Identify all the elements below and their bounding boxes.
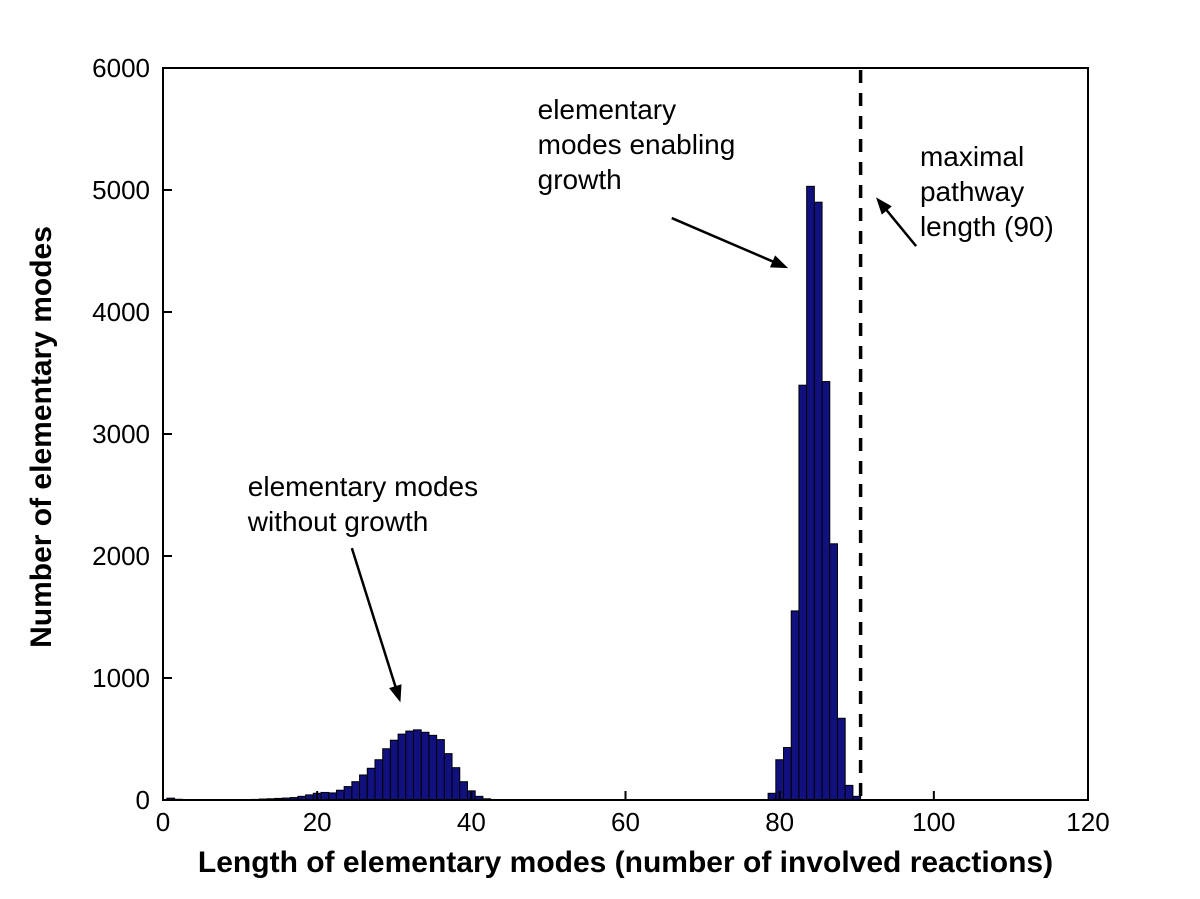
annotation-arrow-line-enabling-growth bbox=[671, 216, 777, 265]
annotation-arrowhead-without-growth bbox=[389, 684, 402, 703]
histogram-bar bbox=[359, 774, 368, 801]
annotation-arrowhead-enabling-growth bbox=[769, 255, 789, 269]
x-axis-label: Length of elementary modes (number of in… bbox=[197, 846, 1054, 879]
histogram-bar bbox=[420, 731, 430, 801]
histogram-bar bbox=[451, 767, 461, 801]
annotation-line: modes enabling bbox=[537, 129, 736, 161]
y-tick-label: 3000 bbox=[92, 419, 150, 449]
histogram-bar bbox=[382, 748, 391, 801]
histogram-bar bbox=[389, 739, 399, 801]
y-tick-label: 6000 bbox=[92, 53, 150, 83]
histogram-bar bbox=[783, 747, 792, 801]
histogram-bar bbox=[335, 789, 345, 801]
histogram-bar bbox=[428, 734, 438, 801]
x-tick-label: 80 bbox=[765, 807, 794, 837]
annotation-enabling-growth: elementary modes enabling growth bbox=[538, 92, 736, 197]
histogram-bar bbox=[821, 381, 831, 801]
x-tick-label: 120 bbox=[1066, 807, 1109, 837]
annotation-arrow-line-without-growth bbox=[350, 547, 398, 691]
histogram-bar bbox=[767, 792, 777, 801]
x-tick-label: 60 bbox=[611, 807, 640, 837]
x-tick-label: 100 bbox=[912, 807, 955, 837]
annotation-arrow-line-maximal-pathway-length bbox=[883, 206, 918, 247]
y-tick-label: 2000 bbox=[92, 541, 150, 571]
y-tick-label: 0 bbox=[136, 785, 150, 815]
histogram-bar bbox=[443, 753, 453, 801]
histogram-bar bbox=[397, 733, 407, 801]
x-tick-label: 40 bbox=[457, 807, 486, 837]
histogram-bar bbox=[813, 201, 823, 801]
histogram-bar bbox=[405, 730, 415, 801]
annotation-maximal-pathway-length: maximal pathway length (90) bbox=[920, 139, 1054, 244]
histogram-bar bbox=[343, 786, 353, 801]
histogram-bar bbox=[374, 759, 384, 801]
histogram-bar bbox=[413, 729, 422, 801]
annotation-line: without growth bbox=[247, 506, 429, 538]
x-tick-label: 20 bbox=[303, 807, 332, 837]
histogram-bar bbox=[459, 781, 468, 801]
annotation-line: growth bbox=[537, 164, 622, 196]
y-tick-label: 5000 bbox=[92, 175, 150, 205]
histogram-bar bbox=[366, 767, 376, 801]
histogram-bar bbox=[798, 384, 808, 801]
annotation-line: elementary modes bbox=[247, 471, 479, 503]
y-tick-label: 1000 bbox=[92, 663, 150, 693]
x-tick-label: 0 bbox=[156, 807, 170, 837]
annotation-arrowhead-maximal-pathway-length bbox=[876, 197, 892, 215]
annotation-line: elementary bbox=[537, 94, 677, 126]
histogram-bar bbox=[844, 784, 854, 801]
histogram-bar bbox=[790, 610, 800, 801]
annotation-line: pathway bbox=[919, 176, 1025, 208]
histogram-bar bbox=[351, 781, 361, 801]
histogram-bar bbox=[320, 791, 330, 801]
histogram-bar bbox=[328, 792, 337, 801]
histogram-bar bbox=[436, 739, 445, 801]
histogram-bar bbox=[836, 717, 846, 801]
annotation-line: maximal bbox=[919, 141, 1025, 173]
y-axis-label: Number of elementary modes bbox=[25, 226, 58, 648]
annotation-line: length (90) bbox=[919, 211, 1054, 243]
annotation-without-growth: elementary modes without growth bbox=[248, 469, 478, 539]
histogram-bar bbox=[806, 185, 815, 801]
y-tick-label: 4000 bbox=[92, 297, 150, 327]
histogram-bar bbox=[829, 543, 838, 801]
